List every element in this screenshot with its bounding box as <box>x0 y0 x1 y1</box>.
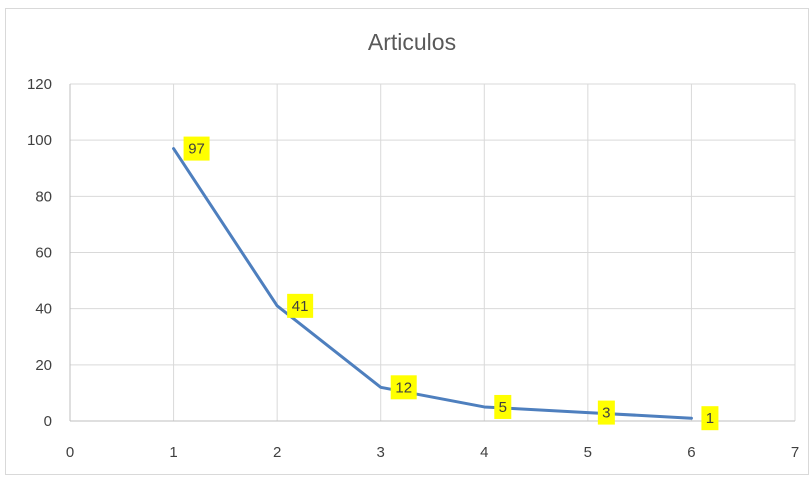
data-label: 41 <box>292 298 309 315</box>
x-tick-label: 6 <box>687 444 695 461</box>
chart-title: Articulos <box>368 29 456 55</box>
y-tick-label: 100 <box>27 132 52 149</box>
y-tick-label: 120 <box>27 76 52 93</box>
x-tick-label: 4 <box>480 444 488 461</box>
y-tick-label: 20 <box>35 357 52 374</box>
x-tick-label: 1 <box>169 444 177 461</box>
y-tick-label: 40 <box>35 301 52 318</box>
x-tick-label: 5 <box>584 444 592 461</box>
series-line <box>174 149 692 419</box>
y-tick-label: 60 <box>35 245 52 262</box>
y-tick-label: 0 <box>44 413 52 430</box>
x-tick-label: 0 <box>66 444 74 461</box>
y-tick-label: 80 <box>35 188 52 205</box>
data-label: 97 <box>188 141 205 158</box>
series-layer <box>174 149 692 419</box>
data-label: 1 <box>706 410 714 427</box>
data-label: 3 <box>602 405 610 422</box>
x-tick-label: 7 <box>791 444 799 461</box>
gridlines <box>70 84 795 421</box>
data-label: 12 <box>395 379 412 396</box>
x-tick-label: 2 <box>273 444 281 461</box>
data-label: 5 <box>499 399 507 416</box>
x-tick-label: 3 <box>377 444 385 461</box>
